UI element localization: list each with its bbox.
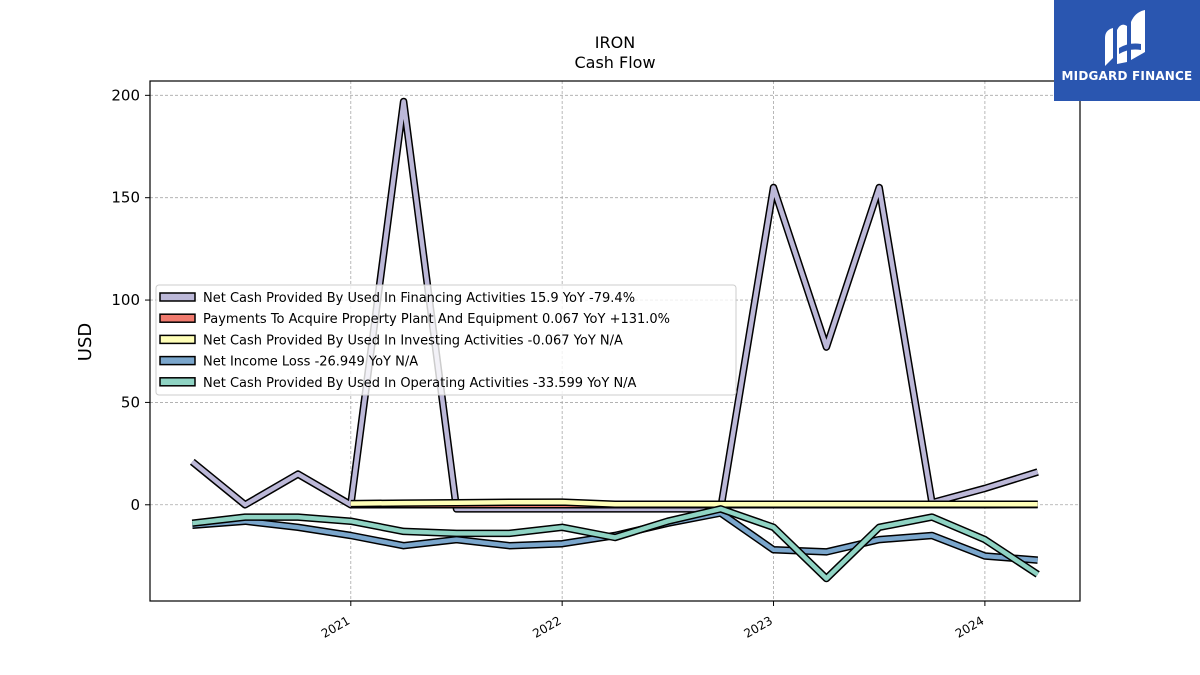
legend-label: Net Income Loss -26.949 YoY N/A (203, 355, 418, 370)
legend-item: Net Income Loss -26.949 YoY N/A (159, 355, 418, 370)
x-tick-label: 2021 (319, 613, 352, 640)
series-line-2 (350, 498, 1038, 508)
legend-swatch (159, 313, 196, 323)
chart-title: IRON (595, 33, 635, 52)
legend-item: Net Cash Provided By Used In Financing A… (159, 291, 635, 306)
y-axis-label: USD (75, 323, 96, 361)
chart-subtitle: Cash Flow (574, 53, 655, 72)
y-axis-ticks: 0 50 100 150 200 (111, 86, 150, 514)
series-lines (189, 97, 1040, 583)
legend-label: Net Cash Provided By Used In Financing A… (203, 291, 635, 306)
legend-label: Net Cash Provided By Used In Operating A… (203, 376, 637, 391)
series-line-0 (189, 97, 1039, 513)
y-tick-label: 0 (130, 496, 140, 514)
series-stroke (350, 499, 1038, 507)
y-tick-label: 50 (121, 393, 140, 411)
legend-swatch (159, 355, 196, 366)
series-line-4 (191, 505, 1040, 583)
series-stroke (190, 99, 1039, 512)
legend-swatch (159, 292, 196, 302)
x-axis-ticks: 2021 2022 2023 2024 (319, 601, 986, 641)
legend-item: Payments To Acquire Property Plant And E… (159, 312, 670, 327)
y-tick-label: 150 (111, 189, 140, 207)
legend-item: Net Cash Provided By Used In Investing A… (159, 333, 623, 348)
x-tick-label: 2024 (953, 613, 986, 640)
series-stroke (192, 506, 1039, 581)
midgard-logo-icon (1105, 10, 1145, 66)
legend-label: Payments To Acquire Property Plant And E… (203, 312, 670, 327)
legend-swatch (159, 334, 196, 345)
x-tick-label: 2022 (530, 613, 563, 640)
y-tick-label: 200 (111, 86, 140, 104)
y-tick-label: 100 (111, 291, 140, 309)
legend-item: Net Cash Provided By Used In Operating A… (159, 376, 637, 391)
plot-frame (149, 80, 1081, 602)
brand-name: MIDGARD FINANCE (1061, 69, 1193, 83)
midgard-finance-logo: MIDGARD FINANCE (1054, 0, 1200, 101)
legend-label: Net Cash Provided By Used In Investing A… (203, 333, 623, 348)
legend-box (155, 284, 737, 396)
legend: Net Cash Provided By Used In Financing A… (155, 284, 737, 396)
x-tick-label: 2023 (742, 613, 775, 640)
legend-swatch (159, 377, 196, 387)
